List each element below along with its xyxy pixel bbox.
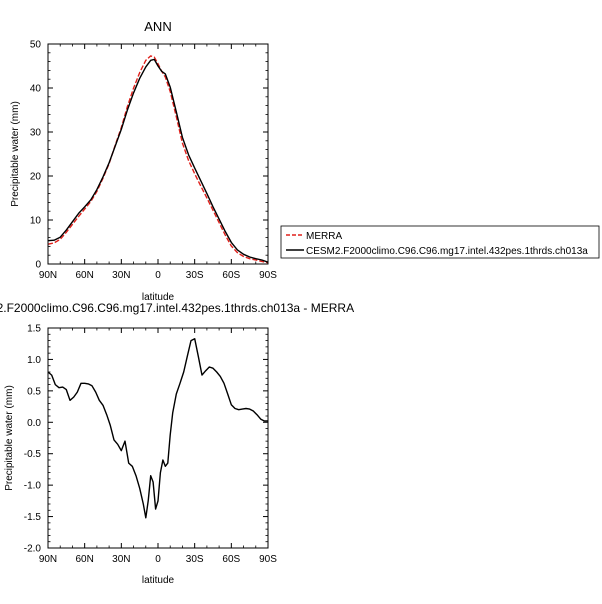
mean-x-tick-label: 90N bbox=[39, 270, 57, 281]
legend-box bbox=[280, 225, 600, 259]
legend: MERRA CESM2.F2000climo.C96.C96.mg17.inte… bbox=[280, 225, 600, 259]
mean-y-tick-label: 20 bbox=[30, 172, 42, 183]
difference-y-tick-label: 1.5 bbox=[27, 324, 41, 335]
mean-y-tick-label: 10 bbox=[30, 216, 42, 227]
difference-y-tick-label: -2.0 bbox=[24, 544, 42, 555]
mean-series-line-0 bbox=[47, 55, 269, 264]
difference-x-tick-label: 90N bbox=[39, 554, 57, 565]
mean-series-line-1 bbox=[47, 58, 269, 263]
difference-y-tick-label: -1.0 bbox=[24, 481, 42, 492]
mean-panel-y-axis-label: Precipitable water (mm) bbox=[10, 101, 21, 207]
mean-y-tick-label: 30 bbox=[30, 128, 42, 139]
difference-x-tick-label: 30N bbox=[112, 554, 130, 565]
difference-series-line-0 bbox=[47, 338, 268, 519]
mean-x-tick-label: 90S bbox=[259, 270, 277, 281]
difference-y-tick-label: 0.0 bbox=[27, 418, 41, 429]
difference-y-tick-label: 1.0 bbox=[27, 355, 41, 366]
mean-y-tick-label: 50 bbox=[30, 40, 42, 51]
difference-x-tick-label: 0 bbox=[155, 554, 161, 565]
difference-panel-frame bbox=[47, 327, 269, 549]
difference-panel-y-axis-label: Precipitable water (mm) bbox=[4, 385, 15, 491]
mean-panel-title: ANN bbox=[144, 19, 171, 34]
mean-y-tick-label: 40 bbox=[30, 84, 42, 95]
mean-x-tick-label: 30N bbox=[112, 270, 130, 281]
mean-y-tick-label: 0 bbox=[35, 260, 41, 271]
difference-panel-title: CESM2.F2000climo.C96.C96.mg17.intel.432p… bbox=[0, 301, 354, 315]
difference-x-tick-label: 60S bbox=[222, 554, 240, 565]
mean-x-tick-label: 60S bbox=[222, 270, 240, 281]
difference-x-tick-label: 30S bbox=[186, 554, 204, 565]
mean-x-tick-label: 30S bbox=[186, 270, 204, 281]
difference-x-tick-label: 90S bbox=[259, 554, 277, 565]
mean-x-tick-label: 0 bbox=[155, 270, 161, 281]
difference-y-tick-label: -0.5 bbox=[24, 449, 42, 460]
mean-panel-x-axis-label: latitude bbox=[142, 292, 175, 303]
mean-panel-frame bbox=[47, 43, 269, 265]
difference-panel: CESM2.F2000climo.C96.C96.mg17.intel.432p… bbox=[0, 301, 354, 586]
legend-label-merra: MERRA bbox=[306, 231, 342, 242]
difference-x-tick-label: 60N bbox=[75, 554, 93, 565]
legend-label-cesm2: CESM2.F2000climo.C96.C96.mg17.intel.432p… bbox=[306, 246, 588, 257]
mean-x-tick-label: 60N bbox=[75, 270, 93, 281]
difference-y-tick-label: -1.5 bbox=[24, 512, 42, 523]
difference-panel-x-axis-label: latitude bbox=[142, 575, 175, 586]
mean-panel: ANN 90N 60N 30N 0 30S 60S 90S 0 10 20 30 40 50 latit… bbox=[10, 19, 277, 303]
difference-y-tick-label: 0.5 bbox=[27, 386, 41, 397]
